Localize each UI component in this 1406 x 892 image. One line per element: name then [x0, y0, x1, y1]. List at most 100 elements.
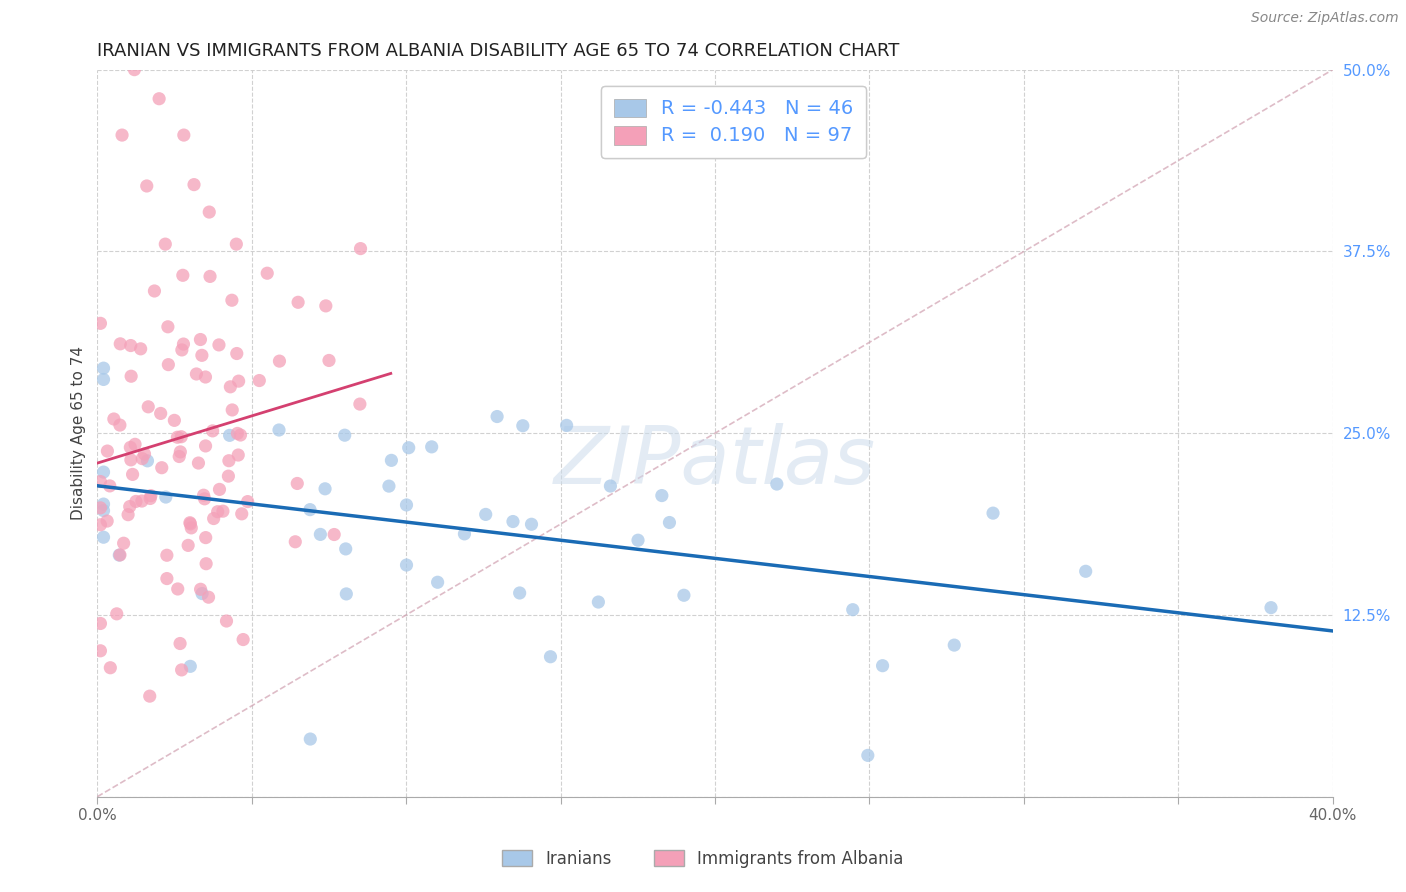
Point	[166, 430, 188, 444]
Point	[103, 412, 125, 426]
Point	[190, 582, 212, 597]
Point	[298, 502, 321, 516]
Point	[143, 284, 166, 298]
Y-axis label: Disability Age 65 to 74: Disability Age 65 to 74	[72, 346, 86, 520]
Point	[380, 453, 402, 467]
Point	[555, 418, 578, 433]
Point	[149, 406, 172, 420]
Point	[195, 557, 218, 571]
Point	[166, 582, 188, 596]
Point	[335, 541, 357, 556]
Point	[474, 508, 496, 522]
Point	[191, 348, 214, 362]
Point	[96, 444, 118, 458]
Point	[191, 586, 214, 600]
Point	[169, 445, 191, 459]
Point	[218, 428, 240, 442]
Point	[172, 337, 194, 351]
Point	[190, 333, 212, 347]
Point	[93, 503, 115, 517]
Point	[225, 237, 247, 252]
Point	[1074, 564, 1097, 578]
Point	[285, 476, 308, 491]
Point	[333, 428, 356, 442]
Point	[267, 423, 290, 437]
Point	[269, 354, 291, 368]
Point	[89, 500, 111, 515]
Point	[118, 500, 141, 514]
Point	[194, 531, 217, 545]
Point	[287, 295, 309, 310]
Point	[284, 534, 307, 549]
Point	[256, 266, 278, 280]
Point	[138, 689, 160, 703]
Point	[179, 516, 201, 530]
Point	[398, 441, 420, 455]
Point	[108, 548, 131, 562]
Point	[378, 479, 401, 493]
Point	[155, 490, 177, 504]
Point	[98, 661, 121, 675]
Point	[89, 517, 111, 532]
Point	[236, 494, 259, 508]
Point	[486, 409, 509, 424]
Point	[509, 586, 531, 600]
Point	[96, 514, 118, 528]
Point	[627, 533, 650, 548]
Point	[125, 494, 148, 508]
Point	[315, 299, 337, 313]
Point	[120, 369, 142, 384]
Point	[299, 732, 322, 747]
Legend: R = -0.443   N = 46, R =  0.190   N = 97: R = -0.443 N = 46, R = 0.190 N = 97	[602, 86, 866, 158]
Point	[856, 748, 879, 763]
Point	[202, 511, 225, 525]
Point	[229, 428, 252, 442]
Point	[232, 632, 254, 647]
Point	[134, 447, 156, 461]
Point	[172, 268, 194, 283]
Point	[187, 456, 209, 470]
Point	[323, 527, 346, 541]
Point	[120, 338, 142, 352]
Point	[170, 663, 193, 677]
Point	[150, 460, 173, 475]
Point	[179, 659, 201, 673]
Point	[108, 548, 131, 562]
Point	[179, 516, 201, 531]
Point	[218, 453, 240, 467]
Point	[93, 372, 115, 386]
Point	[139, 489, 162, 503]
Point	[136, 454, 159, 468]
Point	[395, 498, 418, 512]
Point	[318, 353, 340, 368]
Point	[108, 418, 131, 433]
Point	[215, 614, 238, 628]
Text: Source: ZipAtlas.com: Source: ZipAtlas.com	[1251, 11, 1399, 25]
Point	[156, 319, 179, 334]
Point	[120, 441, 142, 455]
Point	[349, 397, 371, 411]
Point	[520, 517, 543, 532]
Point	[599, 479, 621, 493]
Point	[842, 603, 865, 617]
Point	[89, 316, 111, 330]
Point	[540, 649, 562, 664]
Point	[111, 128, 134, 142]
Point	[225, 346, 247, 360]
Point	[426, 575, 449, 590]
Point	[981, 506, 1004, 520]
Point	[198, 269, 221, 284]
Point	[117, 508, 139, 522]
Point	[93, 361, 115, 376]
Point	[766, 477, 789, 491]
Point	[173, 128, 195, 142]
Point	[183, 178, 205, 192]
Point	[89, 644, 111, 658]
Point	[349, 242, 371, 256]
Point	[314, 482, 336, 496]
Point	[186, 367, 208, 381]
Point	[121, 467, 143, 482]
Point	[135, 178, 157, 193]
Point	[163, 413, 186, 427]
Point	[335, 587, 357, 601]
